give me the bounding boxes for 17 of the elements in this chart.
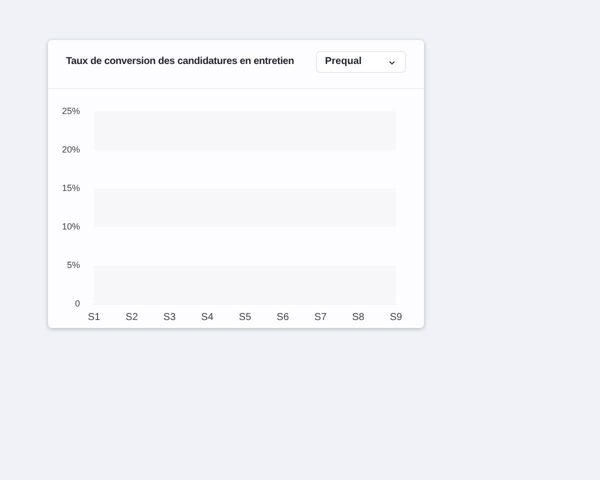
x-tick-label: S6	[276, 312, 290, 323]
x-tick-label: S2	[126, 312, 138, 323]
x-tick-label: S8	[352, 312, 365, 323]
x-tick-label: S4	[201, 312, 214, 323]
x-tick-label: S7	[314, 312, 328, 323]
x-tick-label: S3	[163, 312, 176, 323]
x-tick-label: S9	[390, 312, 403, 323]
y-tick-label: 0	[75, 298, 80, 308]
chart-title: Taux de conversion des candidatures en entretien	[66, 56, 294, 67]
x-tick-label: S1	[88, 312, 101, 323]
y-tick-label: 15%	[62, 182, 80, 193]
text: Prequal	[325, 56, 362, 67]
y-tick-label: 20%	[62, 144, 80, 154]
y-tick-label: 10%	[62, 221, 80, 232]
x-tick-label: S5	[238, 312, 252, 323]
y-tick-label: 5%	[67, 260, 80, 270]
y-tick-label: 25%	[62, 106, 80, 116]
